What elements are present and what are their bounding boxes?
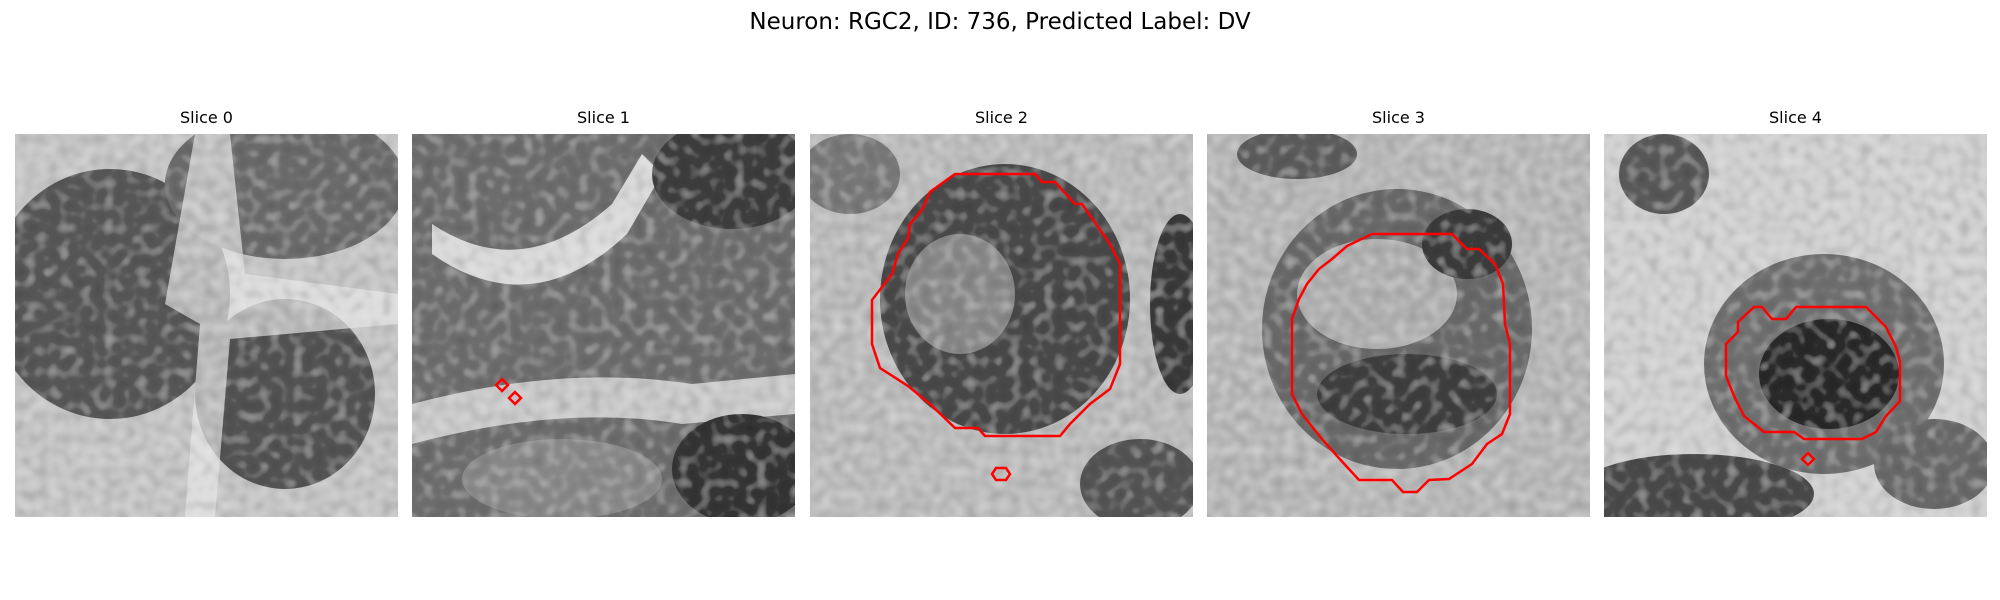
slice-image-4 — [1604, 134, 1987, 517]
slice-title-1: Slice 1 — [412, 108, 795, 128]
slice-image-3 — [1207, 134, 1590, 517]
figure-title: Neuron: RGC2, ID: 736, Predicted Label: … — [0, 8, 2000, 36]
slice-image-0 — [15, 134, 398, 517]
slice-panel-3: Slice 3 — [1207, 108, 1590, 517]
slice-title-0: Slice 0 — [15, 108, 398, 128]
slice-panel-4: Slice 4 — [1604, 108, 1987, 517]
slice-title-4: Slice 4 — [1604, 108, 1987, 128]
slice-title-2: Slice 2 — [810, 108, 1193, 128]
slice-panel-0: Slice 0 — [15, 108, 398, 517]
slice-panel-1: Slice 1 — [412, 108, 795, 517]
slice-image-1 — [412, 134, 795, 517]
slice-title-3: Slice 3 — [1207, 108, 1590, 128]
slice-image-2 — [810, 134, 1193, 517]
slice-panel-2: Slice 2 — [810, 108, 1193, 517]
